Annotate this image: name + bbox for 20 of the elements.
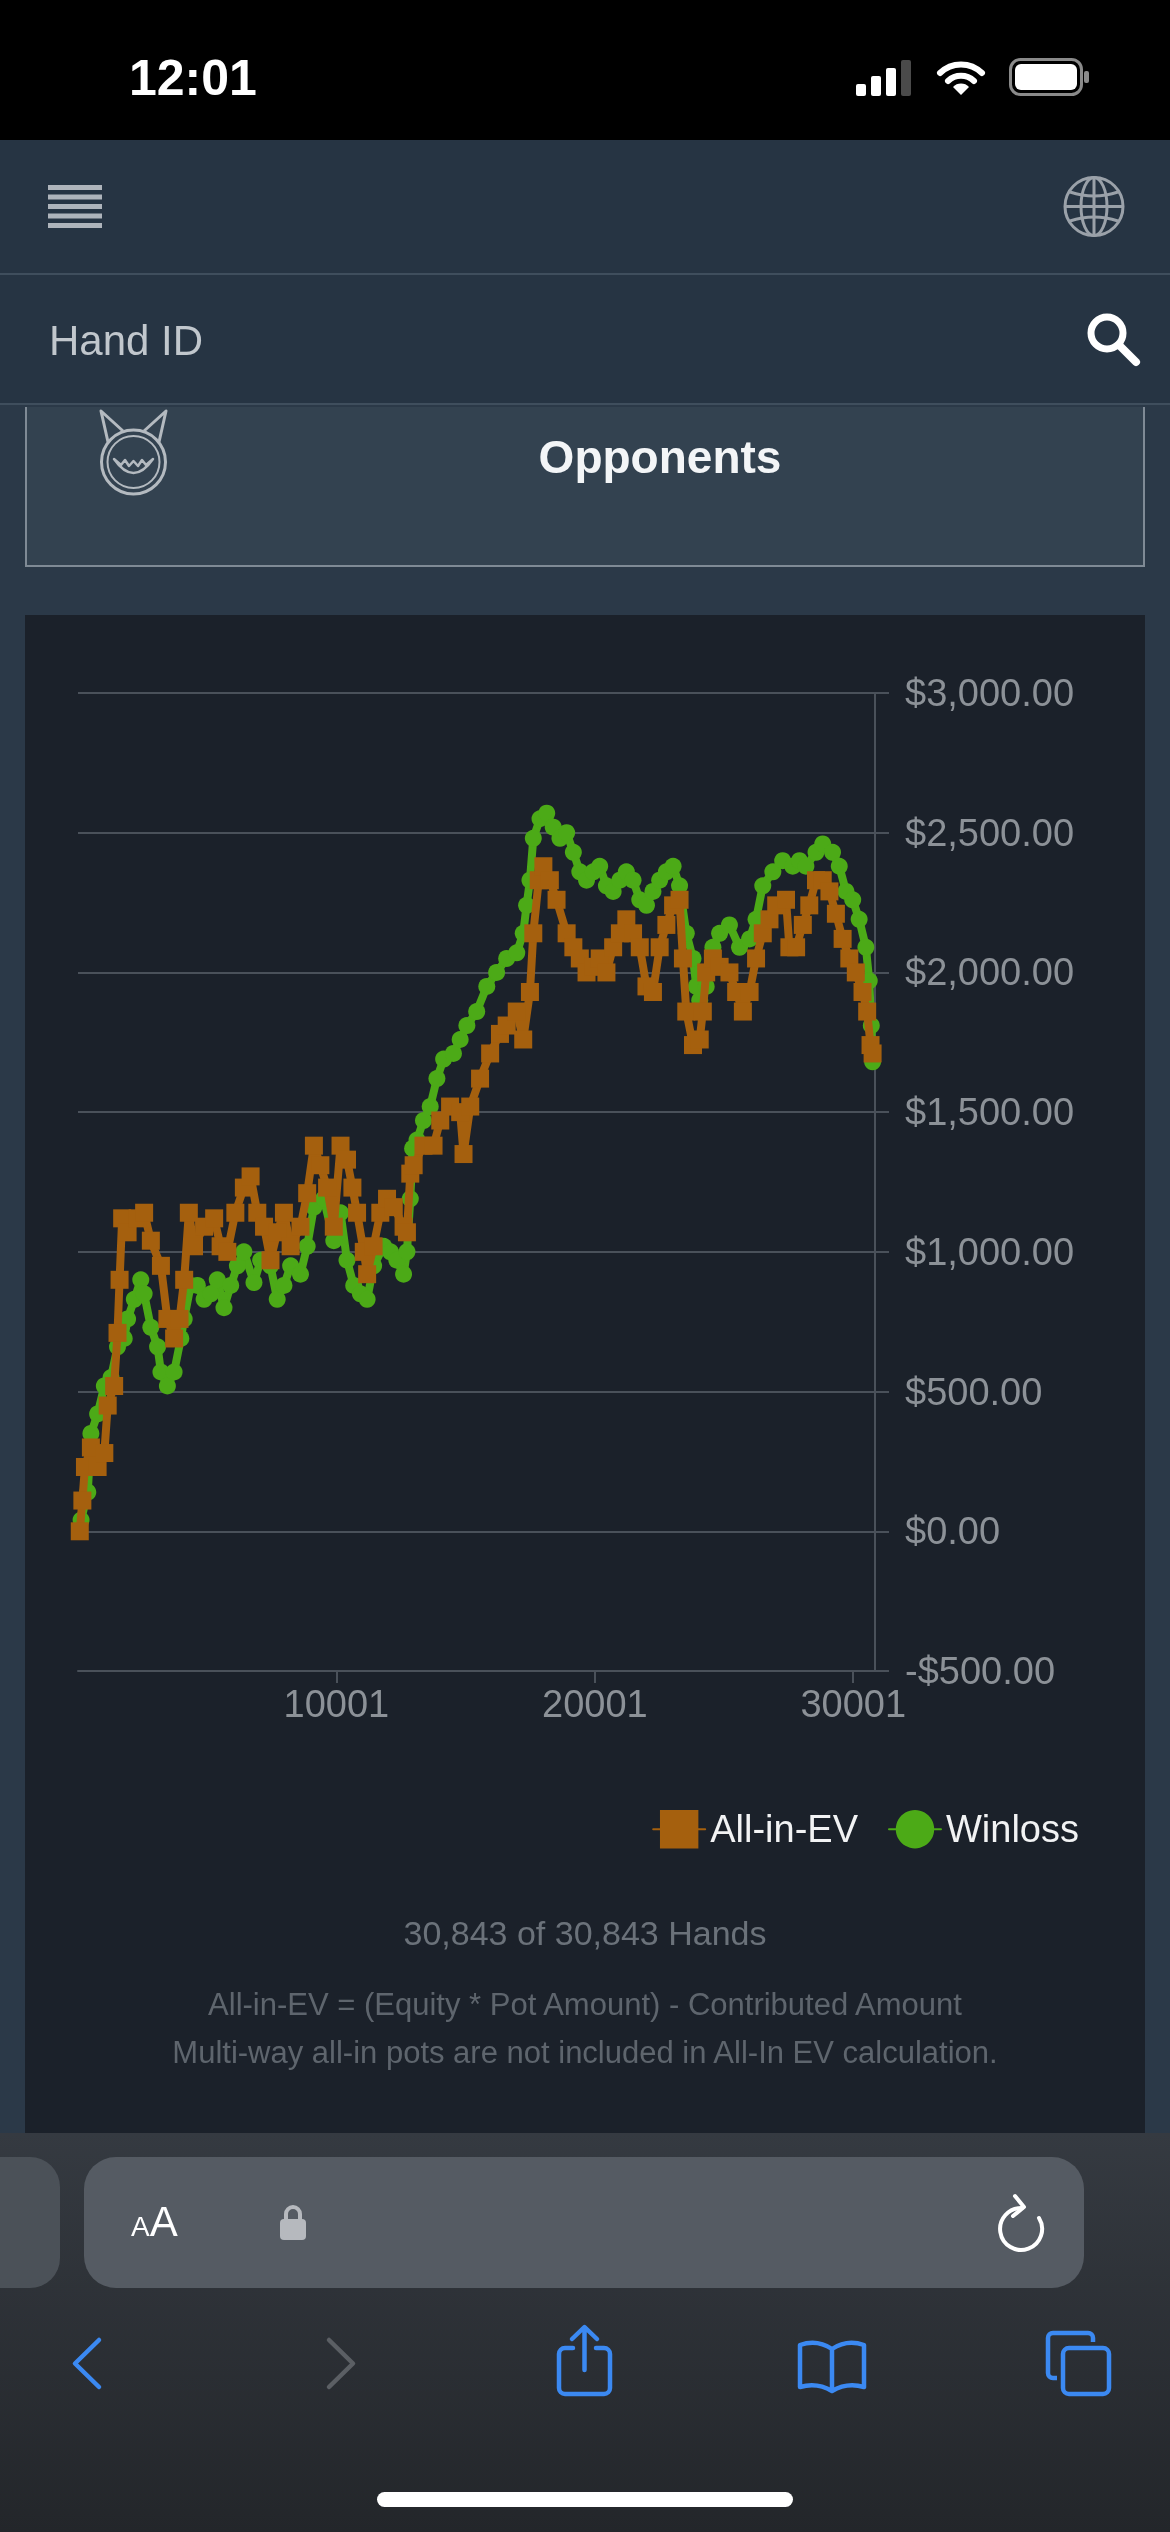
legend-label: Winloss	[945, 1808, 1080, 1851]
y-tick-label: $1,000.00	[905, 1230, 1075, 1273]
x-tick-label: 20001	[541, 1683, 648, 1725]
y-tick-label: $500.00	[905, 1370, 1043, 1413]
x-tick-label: 10001	[283, 1683, 390, 1725]
y-tick-label: $1,500.00	[905, 1091, 1075, 1134]
text: All-in-EV = (Equity * Pot Amount) - Contributed Amount	[207, 1986, 963, 2024]
text: Hand ID	[49, 316, 204, 366]
y-tick-label: $3,000.00	[905, 672, 1075, 714]
y-tick-label: -$500.00	[905, 1650, 1056, 1692]
y-tick-label: $2,000.00	[905, 951, 1075, 994]
y-tick-label: $0.00	[905, 1510, 1001, 1553]
y-tick-label: $2,500.00	[905, 811, 1075, 854]
text: Multi-way all-in pots are not included in All-In EV calculation.	[171, 2034, 999, 2072]
legend-label: All-in-EV	[710, 1808, 859, 1851]
x-tick-label: 30001	[800, 1683, 907, 1725]
text: Opponents	[538, 430, 782, 485]
text: 30,843 of 30,843 Hands	[402, 1913, 768, 1954]
text: 12:01	[129, 49, 257, 108]
text: AA	[131, 2198, 178, 2245]
